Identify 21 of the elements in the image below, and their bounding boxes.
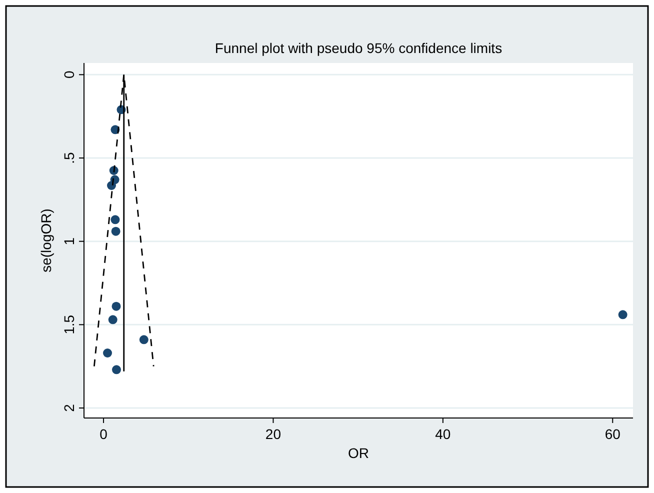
x-axis-title: OR <box>348 445 369 461</box>
y-tick-label: .5 <box>61 152 77 164</box>
point <box>139 335 148 344</box>
point <box>103 348 112 358</box>
point <box>112 365 121 374</box>
chart-title: Funnel plot with pseudo 95% confidence limits <box>214 40 502 56</box>
point <box>108 315 118 324</box>
x-tick-label: 60 <box>604 426 621 442</box>
y-tick-label: 1 <box>61 237 77 246</box>
x-tick-label: 0 <box>100 426 108 442</box>
point <box>106 181 116 190</box>
y-tick-label: 1.5 <box>61 314 77 334</box>
point <box>618 310 628 320</box>
y-tick-label: 2 <box>61 404 77 412</box>
y-axis-title: se(logOR) <box>38 208 54 272</box>
point <box>112 302 121 311</box>
x-tick-label: 40 <box>435 426 451 442</box>
point <box>110 215 120 224</box>
x-tick-label: 20 <box>265 426 282 442</box>
y-tick-label: 0 <box>61 70 77 79</box>
point <box>111 226 120 236</box>
